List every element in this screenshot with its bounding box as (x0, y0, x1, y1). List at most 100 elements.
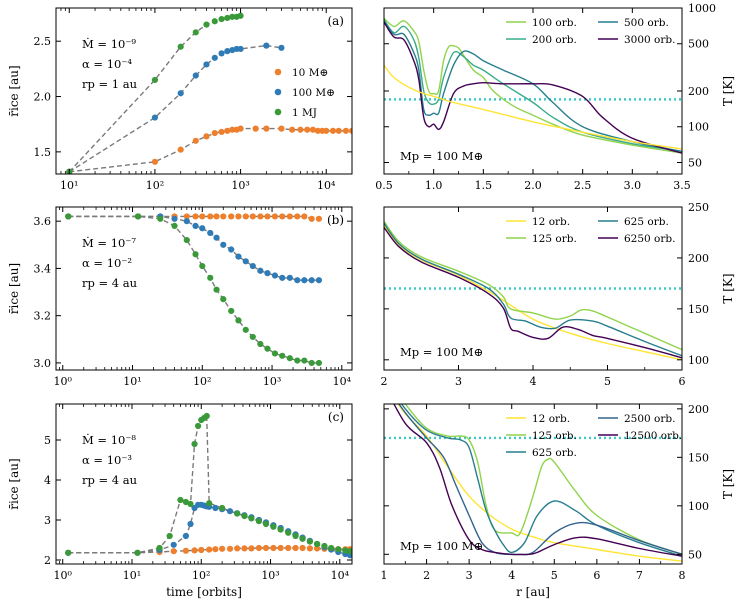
legend-marker (274, 108, 282, 116)
panel-left-b: (b) Ṁ = 10⁻⁷ α = 10⁻² rp = 4 au r̄ice [au] 10… (7, 206, 353, 388)
data-point (207, 229, 214, 237)
data-point (271, 272, 279, 279)
data-point (235, 317, 242, 324)
data-point (252, 125, 259, 132)
data-point (213, 234, 220, 241)
data-point (277, 544, 284, 552)
panel-label: (c) (328, 410, 344, 424)
data-point (241, 545, 248, 552)
data-point (203, 412, 210, 420)
x-tick-label: 2 (423, 569, 430, 582)
plot-area (384, 17, 682, 154)
y-tick-label: 50 (688, 156, 702, 169)
data-point (65, 213, 72, 220)
x-axis-label: r [au] (516, 585, 550, 599)
data-point (228, 213, 235, 220)
data-point (306, 545, 313, 552)
data-point (213, 286, 220, 293)
data-point (294, 213, 301, 220)
data-point (335, 127, 342, 134)
x-tick-label: 5 (551, 569, 558, 582)
legend-marker (274, 88, 282, 96)
data-point (177, 90, 184, 97)
y-tick-label: 200 (688, 252, 709, 265)
data-point (151, 114, 159, 121)
data-point (286, 355, 293, 362)
data-point (306, 538, 313, 545)
legend-label: 100 M⊕ (292, 87, 335, 99)
temperature-curve (398, 404, 682, 556)
data-point (166, 532, 173, 540)
temperature-curve (396, 404, 682, 562)
y-axis-label: T [K] (721, 469, 735, 499)
y-tick-label: 150 (688, 451, 709, 464)
data-point (278, 125, 285, 132)
legend-label: 200 orb. (532, 34, 577, 46)
data-point (191, 440, 198, 448)
series-line (68, 547, 350, 554)
data-point (255, 518, 263, 525)
data-point (301, 277, 308, 284)
param-text: α = 10⁻² (82, 256, 132, 270)
data-point (328, 544, 335, 552)
legend-label: 1 MJ (292, 107, 317, 119)
data-point (297, 126, 304, 133)
legend-label: 3000 orb. (624, 34, 675, 46)
x-tick-label: 10³ (231, 179, 249, 192)
y-axis-label: T [K] (721, 273, 735, 303)
data-point (211, 54, 218, 61)
y-tick-label: 500 (688, 38, 709, 51)
param-text: rp = 4 au (82, 473, 137, 487)
data-point (286, 274, 293, 281)
data-point (301, 357, 308, 364)
plot-area (384, 220, 682, 361)
planet-label: Mp = 100 M⊕ (400, 539, 483, 553)
param-text: rp = 1 au (82, 77, 137, 91)
planet-label: Mp = 100 M⊕ (400, 345, 483, 359)
data-point (211, 18, 218, 25)
data-point (323, 127, 330, 134)
legend-label: 12 orb. (532, 413, 570, 425)
data-point (237, 12, 244, 19)
y-tick-label: 3.0 (34, 357, 52, 370)
planet-label: Mp = 100 M⊕ (400, 149, 483, 163)
data-point (212, 546, 219, 553)
data-point (211, 129, 218, 137)
data-point (346, 548, 352, 555)
data-point (183, 213, 190, 220)
x-tick-label: 10³ (263, 375, 281, 388)
x-tick-label: 2.5 (574, 179, 592, 192)
axes-frame (383, 206, 683, 371)
data-point (264, 345, 271, 352)
temperature-curve (393, 404, 682, 557)
y-tick-label: 3.6 (34, 215, 52, 228)
data-point (229, 126, 236, 133)
data-point (308, 359, 315, 367)
plot-area (66, 12, 352, 174)
data-point (170, 548, 177, 555)
x-tick-label: 4 (530, 375, 537, 388)
data-point (192, 251, 199, 258)
data-point (219, 504, 226, 512)
axes-frame (55, 206, 353, 371)
x-tick-label: 10⁴ (333, 375, 352, 388)
y-tick-label: 100 (688, 500, 709, 513)
data-point (177, 43, 184, 50)
data-point (308, 277, 315, 284)
data-point (218, 50, 225, 57)
data-point (229, 13, 236, 20)
y-axis-label: r̄ice [au] (7, 263, 21, 314)
data-point (249, 213, 256, 220)
data-point (170, 541, 177, 548)
data-point (218, 15, 225, 23)
data-point (301, 213, 308, 220)
legend-label: 12 orb. (532, 216, 570, 228)
data-point (192, 137, 199, 144)
panel-left-a: (a) Ṁ = 10⁻⁹ α = 10⁻⁴ rp = 1 au 10 M⊕ 100 M⊕ 1… (7, 7, 353, 192)
panel-right-c: 12 orb. 125 orb. 625 orb. 2500 orb. 12500 or… (381, 403, 736, 599)
data-point (194, 422, 202, 430)
legend-label: 2500 orb. (624, 413, 675, 425)
data-point (335, 546, 342, 553)
y-axis-label: T [K] (721, 76, 735, 106)
